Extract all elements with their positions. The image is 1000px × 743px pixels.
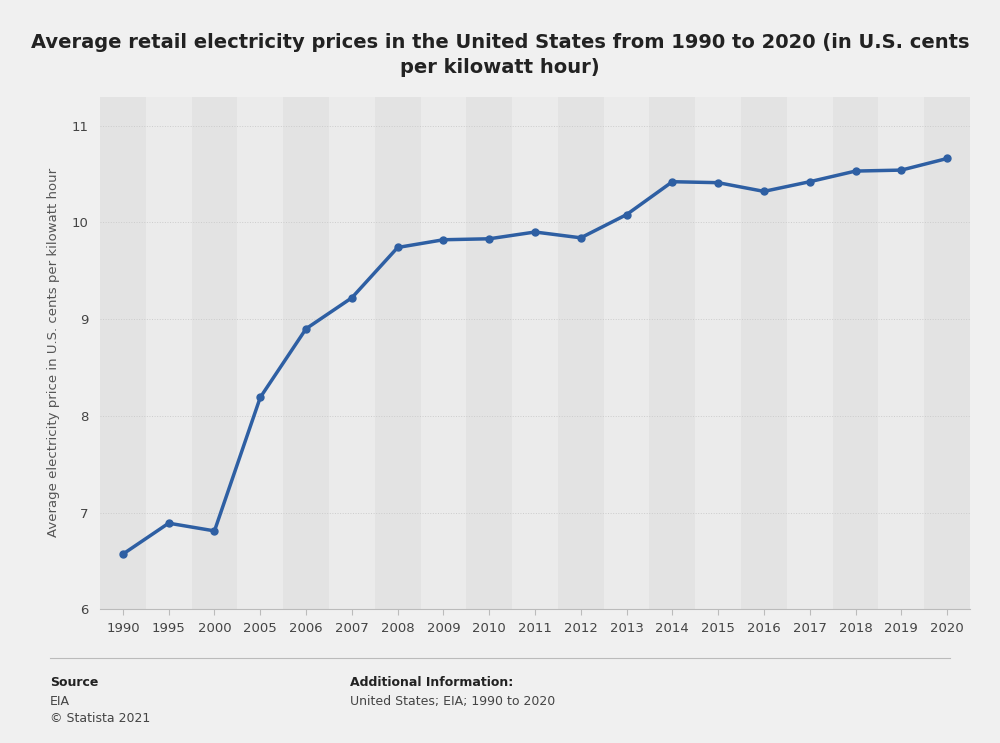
Bar — [512, 97, 558, 609]
Bar — [924, 97, 970, 609]
Bar — [237, 97, 283, 609]
Text: Source: Source — [50, 676, 98, 689]
Text: United States; EIA; 1990 to 2020: United States; EIA; 1990 to 2020 — [350, 695, 555, 707]
Text: © Statista 2021: © Statista 2021 — [50, 712, 150, 724]
Bar — [649, 97, 695, 609]
Y-axis label: Average electricity price in U.S. cents per kilowatt hour: Average electricity price in U.S. cents … — [47, 169, 60, 537]
Bar — [878, 97, 924, 609]
Bar — [329, 97, 375, 609]
Bar — [146, 97, 192, 609]
Bar — [604, 97, 649, 609]
Bar — [375, 97, 421, 609]
Bar — [558, 97, 604, 609]
Text: Average retail electricity prices in the United States from 1990 to 2020 (in U.S: Average retail electricity prices in the… — [31, 33, 969, 77]
Bar — [283, 97, 329, 609]
Text: EIA: EIA — [50, 695, 70, 707]
Text: Additional Information:: Additional Information: — [350, 676, 513, 689]
Bar — [100, 97, 146, 609]
Bar — [741, 97, 787, 609]
Bar — [833, 97, 878, 609]
Bar — [695, 97, 741, 609]
Bar — [192, 97, 237, 609]
Bar — [466, 97, 512, 609]
Bar — [787, 97, 833, 609]
Bar — [421, 97, 466, 609]
